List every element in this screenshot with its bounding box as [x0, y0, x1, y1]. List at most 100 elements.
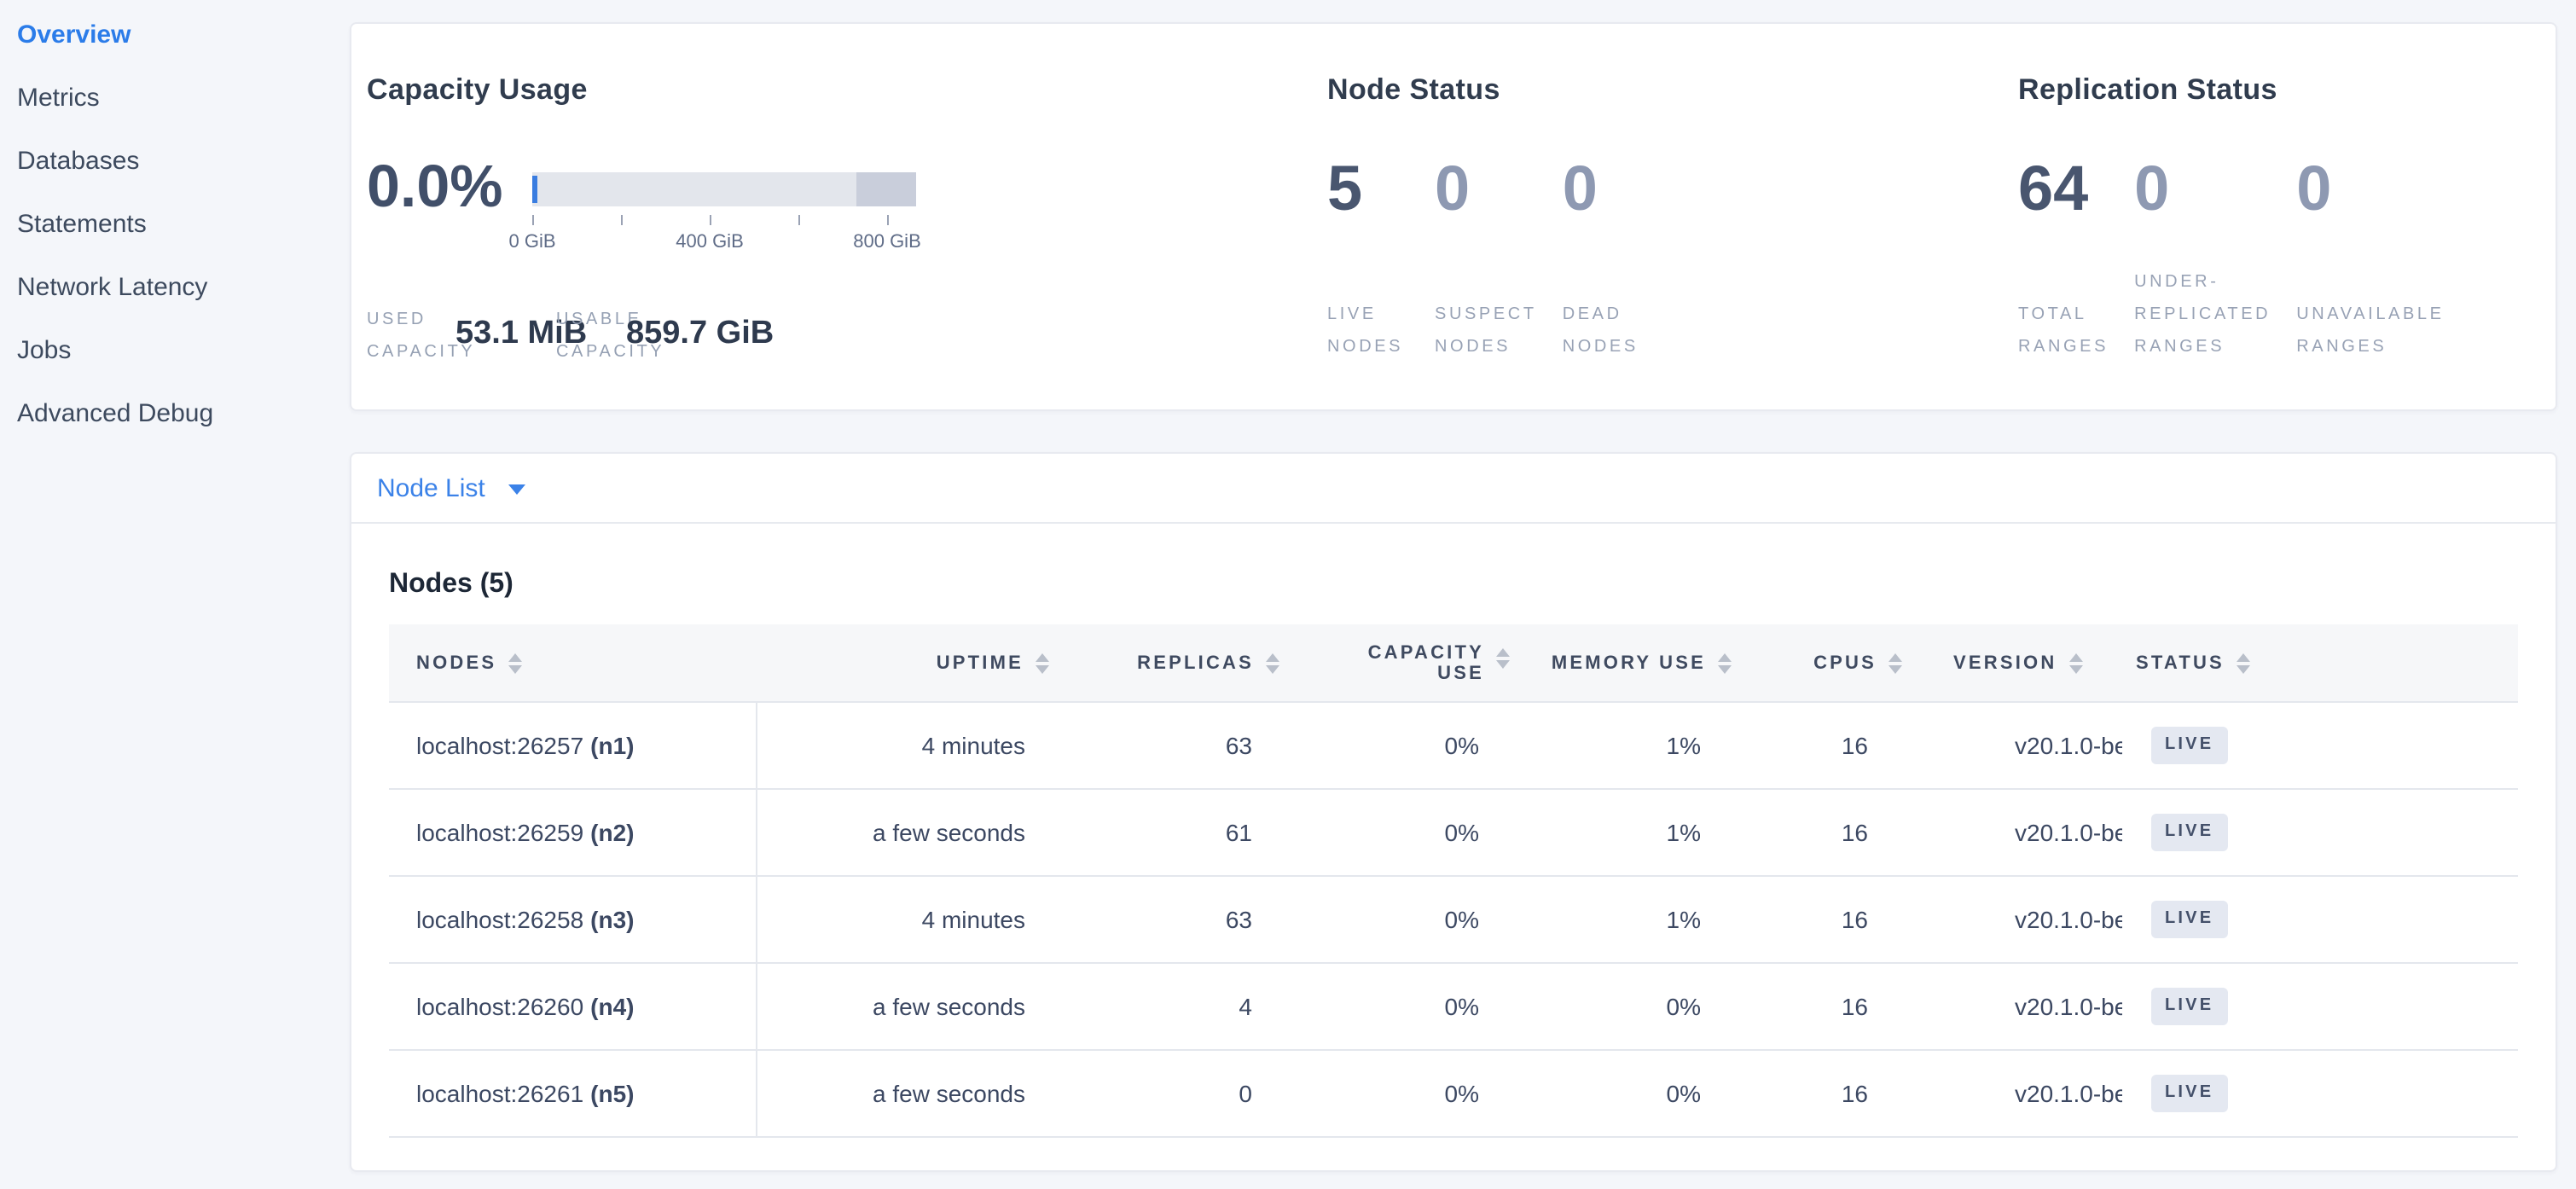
sort-icon: [1496, 647, 1510, 668]
sidebar-item-advanced-debug[interactable]: Advanced Debug: [17, 399, 214, 428]
status-cell: LIVE: [2122, 876, 2518, 964]
replication-status-title: Replication Status: [2018, 73, 2277, 106]
sidebar-item-metrics[interactable]: Metrics: [17, 84, 100, 113]
node-address-cell: localhost:26259 (n2): [389, 789, 757, 877]
capacity-gauge-reserved-segment: [856, 172, 916, 206]
total-ranges-label: TOTAL RANGES: [2018, 305, 2109, 357]
sidebar-item-databases[interactable]: Databases: [17, 147, 140, 176]
sort-icon: [1718, 652, 1732, 673]
sort-icon: [508, 652, 523, 673]
usable-capacity-value: 859.7 GiB: [626, 316, 775, 351]
capacity-use-cell: 0%: [1293, 963, 1523, 1051]
sidebar-item-jobs[interactable]: Jobs: [17, 336, 72, 365]
nodes-table-section: Nodes (5) NODES UPTIME: [351, 570, 2556, 1138]
unavailable-ranges-stat: 0 UNAVAILABLE RANGES: [2296, 157, 2444, 363]
capacity-usage-section: Capacity Usage 0.0% 0 GiB 400 GiB 800 Gi…: [367, 24, 1315, 409]
table-row: localhost:26257 (n1) 4 minutes 63 0% 1% 1…: [389, 702, 2518, 790]
status-cell: LIVE: [2122, 1050, 2518, 1138]
cluster-summary-card: Capacity Usage 0.0% 0 GiB 400 GiB 800 Gi…: [350, 22, 2557, 411]
table-row: localhost:26258 (n3) 4 minutes 63 0% 1% 1…: [389, 876, 2518, 964]
sort-icon: [2068, 652, 2083, 673]
column-header-nodes[interactable]: NODES: [389, 624, 756, 703]
status-badge: LIVE: [2151, 814, 2228, 851]
sort-icon: [1036, 652, 1049, 673]
gauge-tick-label: 0 GiB: [508, 232, 556, 252]
live-nodes-count: 5: [1327, 154, 1363, 223]
capacity-use-cell: 0%: [1293, 789, 1523, 877]
capacity-gauge: [532, 172, 916, 206]
replication-status-section: Replication Status 64 TOTAL RANGES 0 UND…: [2018, 24, 2547, 409]
total-ranges-count: 64: [2018, 154, 2089, 223]
version-cell: v20.1.0-bet…: [1916, 963, 2122, 1051]
suspect-nodes-stat: 0 SUSPECT NODES: [1435, 157, 1537, 363]
column-header-cpus[interactable]: CPUS: [1745, 624, 1916, 703]
under-replicated-ranges-stat: 0 UNDER- REPLICATED RANGES: [2134, 157, 2271, 363]
sidebar-item-statements[interactable]: Statements: [17, 210, 147, 239]
table-row: localhost:26260 (n4) a few seconds 4 0% 0…: [389, 963, 2518, 1051]
unavailable-ranges-count: 0: [2296, 154, 2332, 223]
node-address: localhost:26259: [416, 819, 584, 846]
node-list-dropdown-label: Node List: [377, 473, 485, 502]
table-row: localhost:26261 (n5) a few seconds 0 0% 0…: [389, 1050, 2518, 1138]
column-header-status[interactable]: STATUS: [2122, 624, 2518, 703]
column-header-replicas[interactable]: REPLICAS: [1063, 624, 1293, 703]
live-nodes-label: LIVE NODES: [1327, 305, 1404, 357]
status-badge: LIVE: [2151, 901, 2228, 938]
node-id: (n2): [590, 819, 635, 846]
node-status-section: Node Status 5 LIVE NODES 0 SUSPECT NODES…: [1327, 24, 1993, 409]
usable-capacity-label: USABLE CAPACITY: [556, 310, 665, 362]
sidebar-item-overview[interactable]: Overview: [17, 20, 131, 49]
capacity-use-cell: 0%: [1293, 876, 1523, 964]
status-cell: LIVE: [2122, 702, 2518, 790]
suspect-nodes-label: SUSPECT NODES: [1435, 305, 1537, 357]
column-header-uptime[interactable]: UPTIME: [756, 624, 1063, 703]
uptime-cell: a few seconds: [756, 789, 1063, 877]
used-capacity-label: USED CAPACITY: [367, 310, 476, 362]
column-header-uptime-label: UPTIME: [936, 652, 1024, 673]
node-address: localhost:26261: [416, 1080, 584, 1107]
cpus-cell: 16: [1745, 789, 1916, 877]
node-address: localhost:26260: [416, 993, 584, 1020]
replicas-cell: 0: [1063, 1050, 1293, 1138]
table-row: localhost:26259 (n2) a few seconds 61 0% …: [389, 789, 2518, 877]
uptime-cell: a few seconds: [756, 1050, 1063, 1138]
node-list-dropdown-row: Node List: [351, 454, 2556, 524]
memory-use-cell: 0%: [1523, 1050, 1745, 1138]
uptime-cell: 4 minutes: [756, 702, 1063, 790]
column-header-memory-use[interactable]: MEMORY USE: [1523, 624, 1745, 703]
cpus-cell: 16: [1745, 876, 1916, 964]
gauge-tick: [621, 215, 623, 225]
column-header-memory-use-label: MEMORY USE: [1551, 652, 1706, 673]
column-header-version[interactable]: VERSION: [1916, 624, 2122, 703]
memory-use-cell: 0%: [1523, 963, 1745, 1051]
memory-use-cell: 1%: [1523, 876, 1745, 964]
memory-use-cell: 1%: [1523, 789, 1745, 877]
live-nodes-stat: 5 LIVE NODES: [1327, 157, 1409, 363]
nodes-table-header-row: NODES UPTIME REPLICAS CAPACITY USE: [389, 624, 2518, 703]
memory-use-cell: 1%: [1523, 702, 1745, 790]
under-replicated-ranges-label: UNDER- REPLICATED RANGES: [2134, 273, 2271, 357]
chevron-down-icon: [508, 484, 526, 495]
column-header-nodes-label: NODES: [416, 652, 497, 673]
status-badge: LIVE: [2151, 988, 2228, 1025]
status-badge: LIVE: [2151, 1075, 2228, 1112]
sidebar: Overview Metrics Databases Statements Ne…: [0, 3, 350, 445]
node-id: (n4): [590, 993, 635, 1020]
cpus-cell: 16: [1745, 1050, 1916, 1138]
node-list-dropdown[interactable]: Node List: [377, 473, 526, 502]
node-status-title: Node Status: [1327, 73, 1500, 106]
under-replicated-ranges-count: 0: [2134, 154, 2170, 223]
gauge-tick: [798, 215, 800, 225]
node-address: localhost:26258: [416, 906, 584, 933]
cpus-cell: 16: [1745, 963, 1916, 1051]
uptime-cell: a few seconds: [756, 963, 1063, 1051]
node-address-cell: localhost:26258 (n3): [389, 876, 757, 964]
sidebar-item-network-latency[interactable]: Network Latency: [17, 273, 208, 302]
column-header-capacity-use[interactable]: CAPACITY USE: [1293, 624, 1523, 703]
version-cell: v20.1.0-bet…: [1916, 1050, 2122, 1138]
nodes-section-title: Nodes (5): [389, 570, 513, 599]
status-cell: LIVE: [2122, 963, 2518, 1051]
nodes-table: NODES UPTIME REPLICAS CAPACITY USE: [389, 624, 2518, 1138]
total-ranges-stat: 64 TOTAL RANGES: [2018, 157, 2109, 363]
